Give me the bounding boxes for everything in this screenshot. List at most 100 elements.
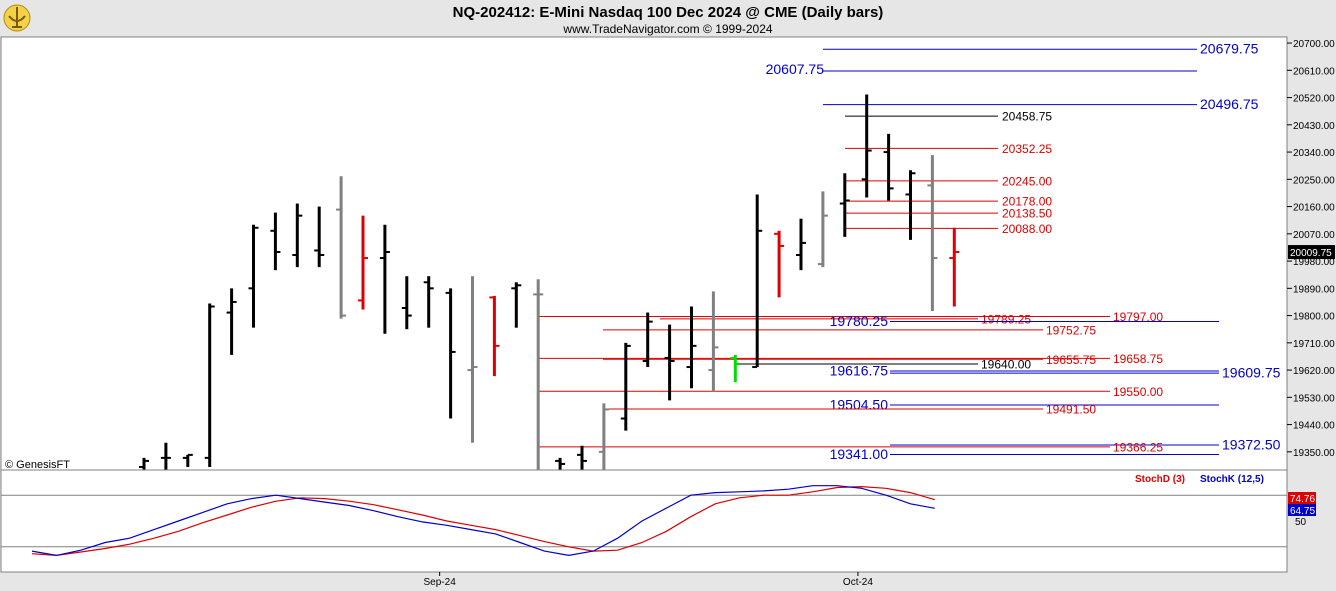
level-label: 19550.00 bbox=[1113, 385, 1163, 399]
ohlc-bar bbox=[555, 457, 566, 470]
ohlc-bar bbox=[511, 282, 522, 328]
price-axis: 20700.00 20610.00 20520.00 20430.00 20340.00… bbox=[1287, 39, 1335, 459]
level-label: 20607.75 bbox=[766, 61, 825, 77]
ohlc-bar bbox=[839, 173, 850, 237]
last-price-marker: 20009.75 bbox=[1288, 245, 1335, 260]
ohlc-bar bbox=[686, 306, 697, 389]
y-tick-label: 20610.00 bbox=[1293, 66, 1335, 77]
y-tick-label: 19710.00 bbox=[1293, 339, 1335, 350]
y-tick-label: 19530.00 bbox=[1293, 393, 1335, 404]
price-panel bbox=[0, 36, 1288, 471]
y-tick-label: 20160.00 bbox=[1293, 203, 1335, 214]
y-tick-label: 19350.00 bbox=[1293, 448, 1335, 459]
ohlc-bar bbox=[796, 218, 806, 271]
credit-label: © GenesisFT bbox=[5, 459, 70, 471]
ohlc-bar bbox=[314, 206, 325, 268]
chart-subtitle: www.TradeNavigator.com © 1999-2024 bbox=[562, 22, 772, 36]
ohlc-bar bbox=[292, 203, 303, 268]
ohlc-bar bbox=[226, 288, 237, 355]
y-tick-label: 20430.00 bbox=[1293, 121, 1335, 132]
level-label: 19658.75 bbox=[1113, 352, 1163, 366]
stoch-legend-d: StochD (3) bbox=[1135, 474, 1185, 485]
level-label: 20138.50 bbox=[1002, 207, 1052, 221]
level-label: 19640.00 bbox=[981, 358, 1031, 372]
last-price-label: 20009.75 bbox=[1290, 248, 1332, 259]
y-tick-label: 19800.00 bbox=[1293, 312, 1335, 323]
level-label: 20178.00 bbox=[1002, 195, 1052, 209]
ohlc-bar bbox=[577, 445, 587, 470]
ohlc-bar bbox=[423, 276, 434, 328]
ohlc-bar bbox=[664, 324, 675, 401]
level-label: 20679.75 bbox=[1200, 41, 1259, 57]
ohlc-bar bbox=[401, 276, 412, 330]
y-tick-label: 19620.00 bbox=[1293, 366, 1335, 377]
y-tick-label: 20700.00 bbox=[1293, 39, 1335, 50]
level-label: 19366.25 bbox=[1113, 440, 1163, 454]
ohlc-bar bbox=[817, 191, 828, 268]
ohlc-bars bbox=[139, 94, 960, 474]
y-tick-label: 19980.00 bbox=[1293, 257, 1335, 268]
ohlc-bar bbox=[861, 94, 872, 198]
ohlc-bar bbox=[598, 403, 609, 472]
level-label: 19780.25 bbox=[830, 313, 889, 329]
level-label: 19789.25 bbox=[981, 312, 1031, 326]
last-price-box bbox=[1288, 245, 1335, 260]
level-label: 19752.75 bbox=[1046, 323, 1096, 337]
stoch-line-k bbox=[31, 485, 935, 557]
y-tick-label: 19440.00 bbox=[1293, 421, 1335, 432]
level-label: 19655.75 bbox=[1046, 353, 1096, 367]
ohlc-bar bbox=[467, 276, 478, 443]
y-tick-label: 20340.00 bbox=[1293, 148, 1335, 159]
level-label: 19372.50 bbox=[1222, 437, 1281, 453]
stochastic-panel bbox=[0, 469, 1288, 573]
level-label: 20088.00 bbox=[1002, 222, 1052, 236]
level-label: 19797.00 bbox=[1113, 310, 1163, 324]
level-label: 19504.50 bbox=[830, 397, 889, 413]
level-label: 19616.75 bbox=[830, 363, 889, 379]
ohlc-bar bbox=[248, 224, 259, 328]
x-tick-label: Sep-24 bbox=[424, 577, 457, 588]
ohlc-bar bbox=[774, 230, 785, 298]
ohlc-bar bbox=[270, 212, 281, 271]
y-tick-label: 20070.00 bbox=[1293, 230, 1335, 241]
ohlc-bar bbox=[160, 442, 171, 470]
price-levels: 20679.75 20607.75 20496.75 20458.75 20352.25… bbox=[537, 41, 1281, 462]
stoch-line-d bbox=[31, 485, 935, 557]
level-label: 19609.75 bbox=[1222, 365, 1281, 381]
level-label: 19341.00 bbox=[830, 446, 889, 462]
ohlc-bar bbox=[379, 224, 390, 334]
ohlc-bar bbox=[708, 291, 719, 392]
stoch-legend-k: StochK (12,5) bbox=[1200, 474, 1264, 485]
stoch-last-value: 74.76 bbox=[1290, 494, 1315, 505]
ohlc-bar bbox=[358, 215, 368, 310]
ohlc-bar bbox=[949, 227, 960, 307]
stoch-tick-label: 50 bbox=[1295, 517, 1307, 528]
y-tick-label: 19890.00 bbox=[1293, 284, 1335, 295]
ohlc-bar bbox=[620, 342, 631, 431]
ohlc-bar bbox=[642, 312, 653, 368]
ohlc-bar bbox=[883, 133, 894, 201]
trade-navigator-logo bbox=[3, 4, 31, 32]
ohlc-bar bbox=[445, 288, 456, 419]
y-tick-label: 20520.00 bbox=[1293, 94, 1335, 105]
x-tick-label: Oct-24 bbox=[843, 577, 873, 588]
stoch-last-box bbox=[1288, 492, 1316, 504]
ohlc-bar bbox=[489, 295, 500, 377]
stoch-last-value: 64.75 bbox=[1290, 506, 1315, 517]
ohlc-bar bbox=[752, 194, 763, 369]
ohlc-bar bbox=[927, 155, 938, 312]
ohlc-bar bbox=[336, 176, 347, 319]
ohlc-bar bbox=[905, 170, 916, 240]
chart-title: NQ-202412: E-Mini Nasdaq 100 Dec 2024 @ … bbox=[453, 4, 884, 21]
ohlc-bar bbox=[139, 457, 149, 470]
stochastic-lines: 50 StochD (3) 74.76 StochK (12,5) 64.75 bbox=[1, 474, 1316, 557]
ohlc-bar bbox=[204, 303, 215, 467]
level-label: 20458.75 bbox=[1002, 110, 1052, 124]
level-label: 20352.25 bbox=[1002, 142, 1052, 156]
level-label: 19491.50 bbox=[1046, 402, 1096, 416]
level-label: 20245.00 bbox=[1002, 174, 1052, 188]
y-tick-label: 20250.00 bbox=[1293, 175, 1335, 186]
level-label: 20496.75 bbox=[1200, 96, 1259, 112]
stoch-last-box bbox=[1288, 504, 1316, 516]
